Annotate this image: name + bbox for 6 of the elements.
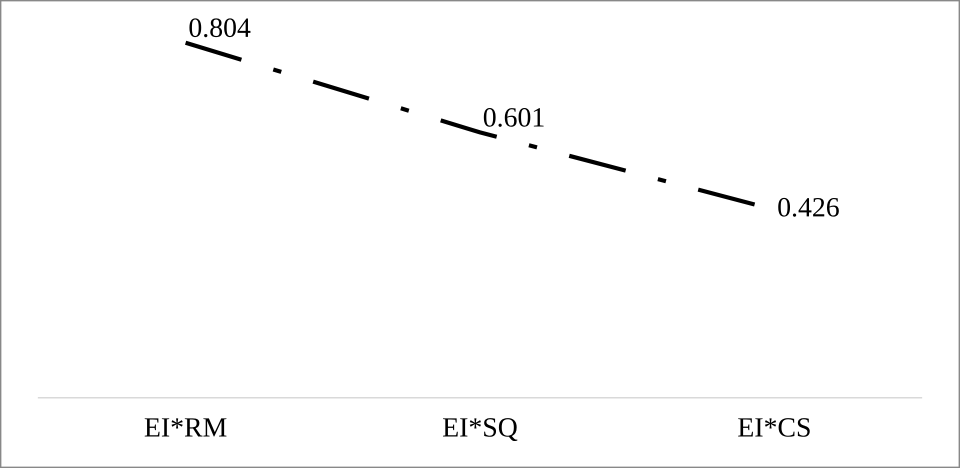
x-tick-label: EI*SQ: [442, 418, 518, 442]
data-label: 0.601: [484, 108, 544, 127]
data-label: 0.426: [778, 198, 839, 217]
data-label: 0.804: [189, 18, 250, 38]
x-tick-label: EI*CS: [738, 418, 810, 437]
x-tick-label: EI*RM: [144, 418, 226, 437]
